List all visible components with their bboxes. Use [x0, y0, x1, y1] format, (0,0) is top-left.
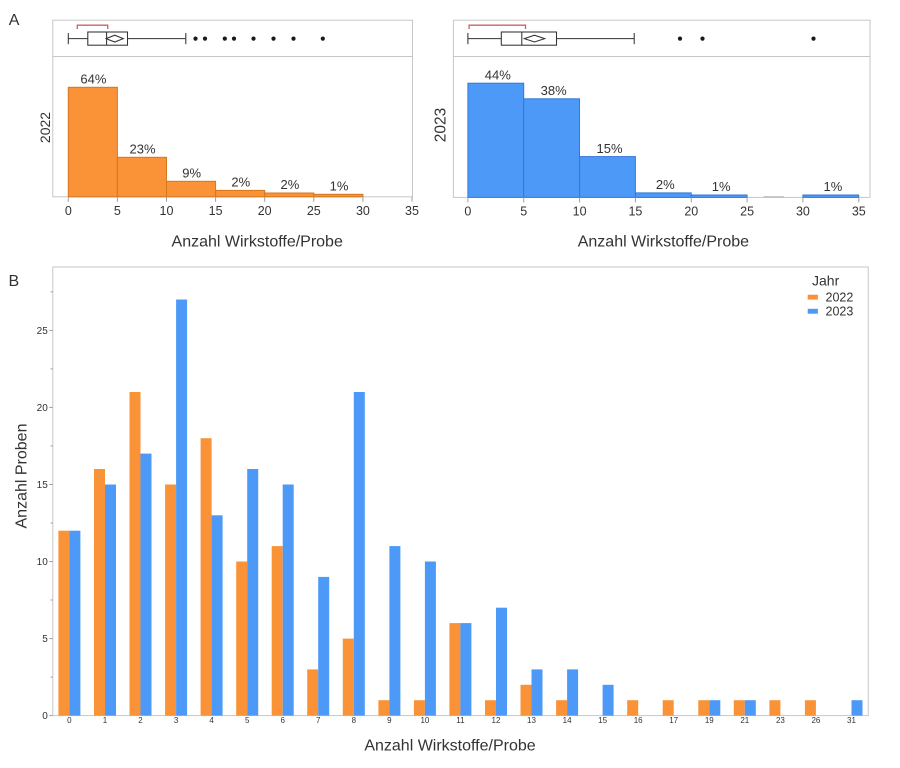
svg-text:2%: 2%: [231, 175, 250, 190]
svg-text:Anzahl Wirkstoffe/Probe: Anzahl Wirkstoffe/Probe: [172, 233, 343, 250]
svg-text:25: 25: [740, 205, 754, 219]
svg-text:Anzahl Wirkstoffe/Probe: Anzahl Wirkstoffe/Probe: [578, 233, 749, 250]
svg-text:2023: 2023: [432, 108, 449, 142]
svg-text:B: B: [9, 273, 20, 290]
svg-text:9: 9: [387, 716, 392, 725]
svg-text:14: 14: [563, 716, 572, 725]
svg-text:2%: 2%: [656, 177, 675, 192]
svg-text:Anzahl Wirkstoffe/Probe: Anzahl Wirkstoffe/Probe: [364, 737, 535, 754]
svg-text:1%: 1%: [712, 179, 731, 194]
svg-text:1%: 1%: [330, 179, 349, 194]
svg-text:11: 11: [456, 716, 465, 725]
svg-text:15: 15: [37, 480, 49, 491]
svg-text:2022: 2022: [826, 291, 854, 305]
svg-text:30: 30: [796, 205, 810, 219]
svg-text:7: 7: [316, 716, 321, 725]
svg-text:1: 1: [103, 716, 108, 725]
svg-text:0: 0: [42, 711, 48, 722]
svg-text:15: 15: [628, 205, 642, 219]
svg-text:23%: 23%: [129, 142, 155, 157]
svg-text:16: 16: [634, 716, 643, 725]
svg-text:10: 10: [573, 205, 587, 219]
svg-text:A: A: [9, 12, 20, 29]
svg-text:5: 5: [520, 205, 527, 219]
svg-text:64%: 64%: [80, 72, 106, 87]
svg-text:5: 5: [245, 716, 250, 725]
svg-text:21: 21: [740, 716, 749, 725]
svg-text:44%: 44%: [485, 67, 511, 82]
svg-text:Jahr: Jahr: [812, 273, 840, 289]
svg-text:25: 25: [37, 326, 49, 337]
svg-text:2: 2: [138, 716, 143, 725]
svg-text:26: 26: [811, 716, 820, 725]
svg-text:2%: 2%: [281, 177, 300, 192]
svg-text:5: 5: [42, 634, 48, 645]
svg-text:17: 17: [669, 716, 678, 725]
svg-text:3: 3: [174, 716, 179, 725]
svg-text:15: 15: [209, 204, 223, 218]
svg-text:10: 10: [160, 204, 174, 218]
svg-text:31: 31: [847, 716, 856, 725]
svg-text:13: 13: [527, 716, 536, 725]
svg-text:8: 8: [352, 716, 357, 725]
svg-text:12: 12: [492, 716, 501, 725]
svg-text:10: 10: [420, 716, 429, 725]
svg-text:30: 30: [356, 204, 370, 218]
svg-text:35: 35: [405, 204, 419, 218]
svg-text:0: 0: [464, 205, 471, 219]
svg-text:6: 6: [280, 716, 285, 725]
svg-text:1%: 1%: [824, 179, 843, 194]
svg-text:35: 35: [852, 205, 866, 219]
svg-text:Anzahl Proben: Anzahl Proben: [14, 424, 31, 529]
svg-text:23: 23: [776, 716, 785, 725]
svg-text:15%: 15%: [596, 141, 622, 156]
svg-text:20: 20: [258, 204, 272, 218]
svg-text:2023: 2023: [826, 305, 854, 319]
svg-text:4: 4: [209, 716, 214, 725]
svg-text:2022: 2022: [37, 112, 53, 143]
svg-text:38%: 38%: [541, 83, 567, 98]
svg-text:15: 15: [598, 716, 607, 725]
svg-text:20: 20: [37, 403, 49, 414]
svg-text:9%: 9%: [182, 166, 201, 181]
svg-text:0: 0: [67, 716, 72, 725]
svg-text:25: 25: [307, 204, 321, 218]
svg-text:0: 0: [65, 204, 72, 218]
svg-text:20: 20: [684, 205, 698, 219]
svg-text:10: 10: [37, 557, 49, 568]
svg-text:5: 5: [114, 204, 121, 218]
svg-text:19: 19: [705, 716, 714, 725]
